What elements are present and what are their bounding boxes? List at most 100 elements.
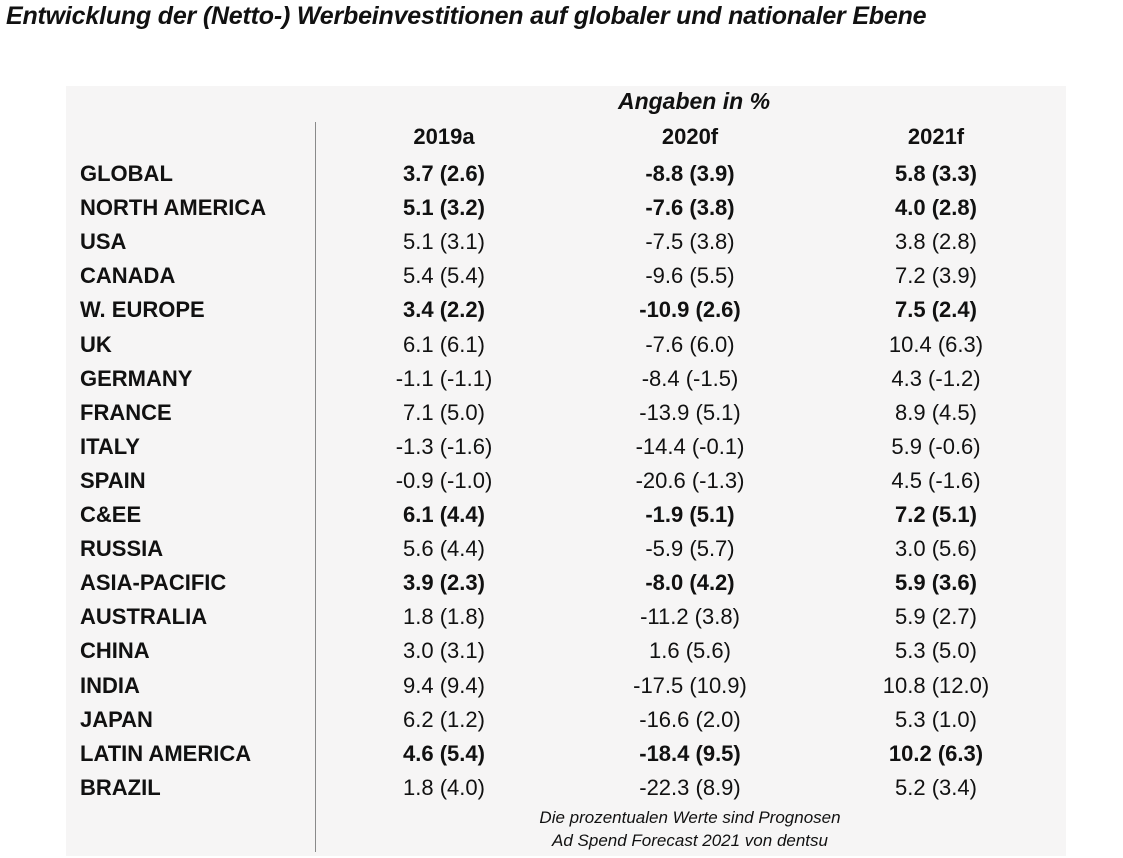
column-header-2020f: 2020f: [661, 124, 719, 149]
cell-2021f: 5.3 (1.0): [895, 707, 977, 732]
source-note: Ad Spend Forecast 2021 von dentsu: [552, 831, 828, 850]
column-divider: [315, 122, 316, 852]
cell-2020f: 1.6 (5.6): [649, 638, 731, 663]
cell-2021f: 3.8 (2.8): [895, 229, 977, 254]
page-title: Entwicklung der (Netto-) Werbeinvestitio…: [6, 2, 927, 30]
table-row: UK 6.1 (6.1) -7.6 (6.0) 10.4 (6.3): [0, 328, 1123, 362]
cell-2021f: 5.2 (3.4): [895, 775, 977, 800]
table-panel: [66, 86, 1066, 856]
cell-2020f: -10.9 (2.6): [639, 297, 741, 322]
cell-2021f: 10.8 (12.0): [882, 673, 990, 698]
row-label: ITALY: [80, 434, 140, 459]
row-label: RUSSIA: [80, 536, 164, 561]
table-row: NORTH AMERICA 5.1 (3.2) -7.6 (3.8) 4.0 (2.8…: [0, 191, 1123, 225]
table-row: USA 5.1 (3.1) -7.5 (3.8) 3.8 (2.8): [0, 225, 1123, 259]
cell-2020f: -13.9 (5.1): [639, 400, 741, 425]
cell-2020f: -17.5 (10.9): [633, 673, 747, 698]
cell-2020f: -1.9 (5.1): [645, 502, 735, 527]
table-row: BRAZIL 1.8 (4.0) -22.3 (8.9) 5.2 (3.4): [0, 771, 1123, 805]
table-row: CHINA 3.0 (3.1) 1.6 (5.6) 5.3 (5.0): [0, 634, 1123, 668]
cell-2019a: 5.6 (4.4): [403, 536, 485, 561]
cell-2021f: 5.9 (-0.6): [891, 434, 981, 459]
cell-2020f: -7.5 (3.8): [645, 229, 735, 254]
table-row: RUSSIA 5.6 (4.4) -5.9 (5.7) 3.0 (5.6): [0, 532, 1123, 566]
cell-2019a: 6.2 (1.2): [403, 707, 485, 732]
row-label: FRANCE: [80, 400, 172, 425]
table-row: GLOBAL 3.7 (2.6) -8.8 (3.9) 5.8 (3.3): [0, 157, 1123, 191]
cell-2019a: 3.7 (2.6): [403, 161, 485, 186]
table-row: C&EE 6.1 (4.4) -1.9 (5.1) 7.2 (5.1): [0, 498, 1123, 532]
cell-2019a: 5.1 (3.2): [403, 195, 485, 220]
cell-2021f: 10.2 (6.3): [888, 741, 984, 766]
table-row: W. EUROPE 3.4 (2.2) -10.9 (2.6) 7.5 (2.4): [0, 293, 1123, 327]
cell-2021f: 5.3 (5.0): [895, 638, 977, 663]
row-label: CANADA: [80, 263, 176, 288]
cell-2021f: 5.8 (3.3): [895, 161, 977, 186]
cell-2021f: 8.9 (4.5): [895, 400, 977, 425]
cell-2020f: -8.8 (3.9): [645, 161, 735, 186]
cell-2021f: 5.9 (2.7): [895, 604, 977, 629]
row-label: GERMANY: [80, 366, 193, 391]
row-label: C&EE: [80, 502, 142, 527]
cell-2019a: 9.4 (9.4): [403, 673, 485, 698]
cell-2019a: 6.1 (4.4): [403, 502, 485, 527]
column-header-2019a: 2019a: [413, 124, 475, 149]
cell-2019a: 5.4 (5.4): [403, 263, 485, 288]
cell-2020f: -14.4 (-0.1): [635, 434, 745, 459]
cell-2019a: 3.9 (2.3): [403, 570, 485, 595]
unit-label: Angaben in %: [617, 88, 771, 114]
cell-2019a: 4.6 (5.4): [403, 741, 485, 766]
cell-2020f: -8.0 (4.2): [645, 570, 735, 595]
table-row: SPAIN -0.9 (-1.0) -20.6 (-1.3) 4.5 (-1.6): [0, 464, 1123, 498]
row-label: LATIN AMERICA: [80, 741, 252, 766]
cell-2021f: 10.4 (6.3): [888, 332, 984, 357]
cell-2019a: -1.3 (-1.6): [395, 434, 493, 459]
table-row: AUSTRALIA 1.8 (1.8) -11.2 (3.8) 5.9 (2.7): [0, 600, 1123, 634]
cell-2019a: -0.9 (-1.0): [395, 468, 493, 493]
table-row: INDIA 9.4 (9.4) -17.5 (10.9) 10.8 (12.0): [0, 669, 1123, 703]
table-row: LATIN AMERICA 4.6 (5.4) -18.4 (9.5) 10.2 (6…: [0, 737, 1123, 771]
cell-2021f: 5.9 (3.6): [895, 570, 977, 595]
cell-2020f: -7.6 (3.8): [645, 195, 735, 220]
cell-2021f: 4.3 (-1.2): [891, 366, 981, 391]
table-row: ASIA-PACIFIC 3.9 (2.3) -8.0 (4.2) 5.9 (3.6): [0, 566, 1123, 600]
table-row: GERMANY -1.1 (-1.1) -8.4 (-1.5) 4.3 (-1.2): [0, 362, 1123, 396]
row-label: W. EUROPE: [80, 297, 205, 322]
cell-2021f: 4.5 (-1.6): [891, 468, 981, 493]
cell-2019a: 3.4 (2.2): [403, 297, 485, 322]
cell-2019a: 5.1 (3.1): [403, 229, 485, 254]
cell-2020f: -20.6 (-1.3): [635, 468, 745, 493]
row-label: GLOBAL: [80, 161, 173, 186]
forecast-note: Die prozentualen Werte sind Prognosen: [539, 808, 841, 827]
table-row: JAPAN 6.2 (1.2) -16.6 (2.0) 5.3 (1.0): [0, 703, 1123, 737]
row-label: AUSTRALIA: [80, 604, 208, 629]
table-row: FRANCE 7.1 (5.0) -13.9 (5.1) 8.9 (4.5): [0, 396, 1123, 430]
cell-2021f: 7.2 (3.9): [895, 263, 977, 288]
cell-2021f: 4.0 (2.8): [895, 195, 977, 220]
column-header-2021f: 2021f: [907, 124, 965, 149]
cell-2019a: 1.8 (1.8): [403, 604, 485, 629]
cell-2019a: 3.0 (3.1): [403, 638, 485, 663]
cell-2019a: 7.1 (5.0): [403, 400, 485, 425]
cell-2020f: -11.2 (3.8): [640, 604, 740, 629]
row-label: BRAZIL: [80, 775, 161, 800]
row-label: NORTH AMERICA: [80, 195, 267, 220]
row-label: USA: [80, 229, 127, 254]
cell-2021f: 7.2 (5.1): [895, 502, 977, 527]
cell-2021f: 3.0 (5.6): [895, 536, 977, 561]
row-label: JAPAN: [80, 707, 153, 732]
cell-2020f: -18.4 (9.5): [639, 741, 741, 766]
row-label: INDIA: [80, 673, 140, 698]
row-label: UK: [80, 332, 112, 357]
cell-2020f: -22.3 (8.9): [639, 775, 741, 800]
cell-2019a: 1.8 (4.0): [403, 775, 485, 800]
table-row: ITALY -1.3 (-1.6) -14.4 (-0.1) 5.9 (-0.6): [0, 430, 1123, 464]
cell-2021f: 7.5 (2.4): [895, 297, 977, 322]
table-row: CANADA 5.4 (5.4) -9.6 (5.5) 7.2 (3.9): [0, 259, 1123, 293]
cell-2019a: 6.1 (6.1): [403, 332, 485, 357]
row-label: ASIA-PACIFIC: [80, 570, 227, 595]
cell-2020f: -16.6 (2.0): [639, 707, 741, 732]
cell-2020f: -8.4 (-1.5): [641, 366, 739, 391]
cell-2020f: -9.6 (5.5): [645, 263, 735, 288]
cell-2020f: -7.6 (6.0): [645, 332, 735, 357]
